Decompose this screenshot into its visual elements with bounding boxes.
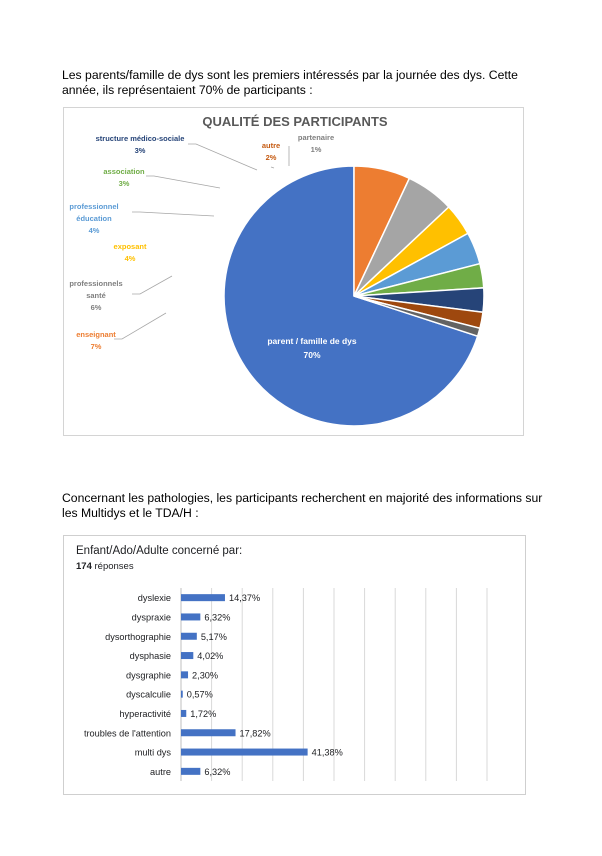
- bar: [181, 652, 194, 660]
- pathologies-paragraph: Concernant les pathologies, les particip…: [62, 491, 543, 520]
- bar-category-label: dyspraxie: [132, 612, 171, 622]
- bar: [181, 690, 183, 698]
- bar-category-label: hyperactivité: [119, 709, 171, 719]
- pie-slice-value: 1%: [311, 145, 322, 154]
- pie-slice-label: structure médico-sociale: [96, 134, 185, 143]
- pie-slice-label: santé: [86, 291, 106, 300]
- bar-category-label: dysphasie: [130, 651, 171, 661]
- bar: [181, 613, 201, 621]
- bar: [181, 632, 197, 640]
- pie-slice-value: 6%: [91, 303, 102, 312]
- pie-slice-label: enseignant: [76, 330, 116, 339]
- pie-slice-value: 3%: [119, 179, 130, 188]
- intro-paragraph: Les parents/famille de dys sont les prem…: [62, 68, 518, 97]
- pie-slice-label: exposant: [114, 242, 147, 251]
- pie-leader-line: [188, 143, 258, 171]
- pie-slice-label: parent / famille de dys: [267, 336, 357, 346]
- bar-value-label: 17,82%: [240, 728, 271, 738]
- pie-slice-label: autre: [262, 141, 280, 150]
- bar-category-label: autre: [150, 767, 171, 777]
- bar: [181, 671, 189, 679]
- bar-value-label: 41,38%: [312, 748, 343, 758]
- pie-leader-line: [132, 211, 215, 217]
- pie-slice-value: 70%: [303, 350, 320, 360]
- bar-value-label: 2,30%: [192, 670, 218, 680]
- pie-slice: [223, 165, 479, 427]
- bar: [181, 594, 225, 602]
- bar-chart-response-count: 174 réponses: [76, 561, 134, 572]
- bar-value-label: 5,17%: [201, 632, 227, 642]
- bar-category-label: dysgraphie: [126, 670, 171, 680]
- bar-category-label: dyscalculie: [126, 690, 171, 700]
- bar-value-label: 14,37%: [229, 593, 260, 603]
- bar: [181, 729, 236, 737]
- pie-slice-label: partenaire: [298, 133, 334, 142]
- participants-pie-chart: QUALITÉ DES PARTICIPANTS parent / famille…: [63, 107, 524, 436]
- pie-slice-label: association: [103, 167, 145, 176]
- pie-leader-line: [270, 166, 275, 169]
- pie-leader-line: [146, 175, 221, 189]
- bar-chart-canvas: Enfant/Ado/Adulte concerné par: 174 répon…: [76, 545, 488, 781]
- bar-chart-title: Enfant/Ado/Adulte concerné par:: [76, 545, 242, 557]
- pie-chart-canvas: QUALITÉ DES PARTICIPANTS parent / famille…: [69, 114, 485, 427]
- bar-value-label: 1,72%: [190, 709, 216, 719]
- pie-slice-value: 4%: [89, 226, 100, 235]
- pathologies-bar-chart: Enfant/Ado/Adulte concerné par: 174 répon…: [63, 535, 526, 795]
- pie-slice-value: 7%: [91, 342, 102, 351]
- bar-category-label: dyslexie: [138, 593, 171, 603]
- bar-value-label: 4,02%: [197, 651, 223, 661]
- bar-category-label: troubles de l'attention: [84, 728, 171, 738]
- bar-value-label: 6,32%: [204, 612, 230, 622]
- pie-slice-value: 4%: [125, 254, 136, 263]
- pie-chart-title: QUALITÉ DES PARTICIPANTS: [202, 114, 387, 129]
- bar-value-label: 0,57%: [187, 690, 213, 700]
- bar: [181, 767, 201, 775]
- pie-slice-label: professionnels: [69, 279, 122, 288]
- bar: [181, 709, 187, 717]
- pie-slice: [353, 295, 481, 338]
- pie-leader-line: [132, 275, 173, 295]
- pie-slice-value: 2%: [266, 153, 277, 162]
- pie-slice-value: 3%: [135, 146, 146, 155]
- bar: [181, 748, 308, 756]
- pie-slice-label: professionnel: [69, 202, 118, 211]
- bar-value-label: 6,32%: [204, 767, 230, 777]
- bar-category-label: multi dys: [135, 748, 172, 758]
- pie-leader-line: [114, 312, 167, 340]
- bar-category-label: dysorthographie: [105, 632, 171, 642]
- pie-slice-label: éducation: [76, 214, 112, 223]
